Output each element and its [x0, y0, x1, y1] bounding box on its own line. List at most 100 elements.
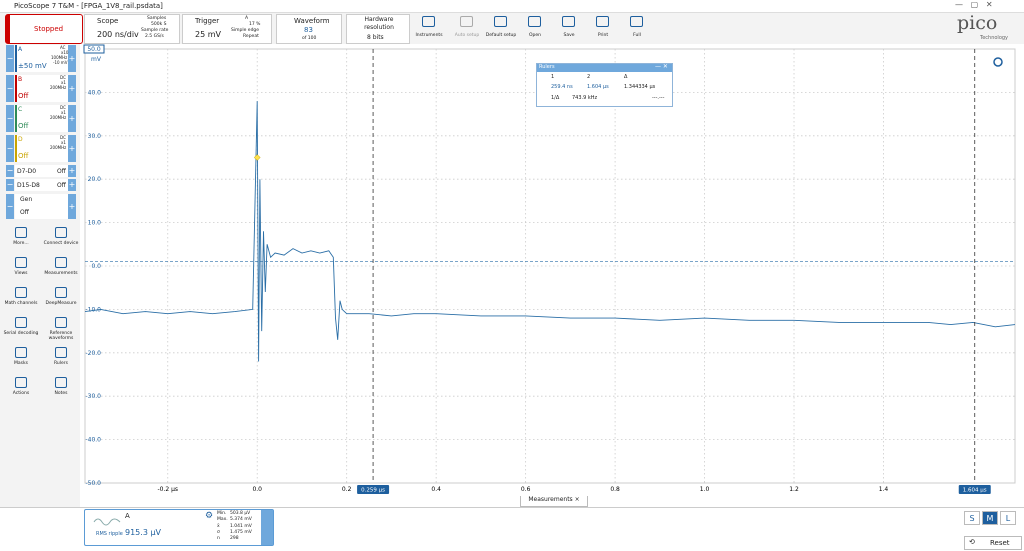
channel-probe: x1 [61, 140, 66, 145]
plus-button[interactable]: + [68, 194, 76, 219]
toolbar-button[interactable]: Full [633, 33, 641, 38]
tool-icon [55, 377, 67, 388]
side-panel: − + A ±50 mV AC x10 100MHz -10 mV − + B Off DC x1 200M… [0, 44, 80, 550]
channel-range: ±50 mV [18, 62, 47, 70]
toolbar-button[interactable]: Default setup [485, 33, 517, 38]
tool-icon [55, 287, 67, 298]
tool-button[interactable]: Rulers [54, 361, 68, 366]
scope-panel[interactable]: Scope 200 ns/div Samples 500k S Sample r… [84, 14, 180, 44]
settings-icon[interactable]: ⚙ [205, 511, 214, 521]
stat-value: 503.8 µV [230, 511, 251, 516]
tool-button[interactable]: Connect device [43, 241, 79, 246]
generator-card[interactable] [15, 194, 68, 219]
y-tick-label: -20.0 [85, 350, 101, 357]
reset-button[interactable]: ⟲ Reset [964, 536, 1022, 550]
waveform-of: of 100 [302, 36, 317, 41]
y-tick-label: -40.0 [85, 437, 101, 444]
size-button[interactable]: S [964, 511, 980, 525]
stat-label: n [217, 536, 220, 542]
x-tick-label: 0.6 [521, 486, 531, 493]
tool-button[interactable]: Measurements [44, 271, 78, 276]
minus-button[interactable]: − [6, 105, 14, 132]
channel-bandwidth: 200MHz [50, 85, 67, 90]
scope-label: Scope [97, 17, 119, 25]
channel-name: B [18, 76, 23, 83]
delete-button[interactable] [261, 510, 273, 545]
digital-name: D7-D0 [17, 168, 37, 175]
minus-button[interactable]: − [6, 179, 14, 191]
trigger-marker [253, 154, 261, 161]
tool-icon [55, 257, 67, 268]
rulers-col-header: 2 [587, 74, 591, 80]
tool-button[interactable]: Masks [14, 361, 28, 366]
rulers-cell: 259.4 ns [551, 84, 573, 90]
channel-coupling: DC [60, 75, 66, 80]
plus-button[interactable]: + [68, 75, 76, 102]
toolbar-icon [528, 16, 541, 27]
rulers-table: 1 2 Δ 259.4 ns 1.604 µs 1.344334 µs 1/Δ 743.9 k… [537, 73, 672, 106]
minus-button[interactable]: − [6, 45, 14, 72]
plus-button[interactable]: + [68, 179, 76, 191]
channel-card[interactable] [15, 135, 70, 162]
waveform-panel[interactable]: Waveform 83 of 100 [276, 14, 342, 44]
run-button[interactable]: Stopped [5, 14, 83, 44]
digital-card[interactable] [15, 165, 68, 177]
x-tick-label: 0.8 [610, 486, 620, 493]
toolbar-button[interactable]: Open [528, 33, 542, 38]
channel-offset: -10 mV [53, 60, 68, 65]
panel-controls[interactable]: — ✕ [655, 63, 668, 70]
tool-button[interactable]: Reference waveforms [48, 331, 74, 341]
window-controls[interactable]: — ▢ ✕ [955, 0, 993, 9]
minus-button[interactable]: − [6, 75, 14, 102]
x-tick-label: 1.4 [879, 486, 889, 493]
toolbar-button[interactable]: Print [597, 33, 609, 38]
stat-value: 298 [230, 536, 239, 542]
y-unit: mV [91, 56, 102, 63]
channel-card[interactable] [15, 45, 70, 72]
measurement-name: RMS ripple [96, 531, 123, 537]
plus-button[interactable]: + [68, 45, 76, 72]
plus-button[interactable]: + [68, 105, 76, 132]
tool-button[interactable]: More... [13, 241, 29, 246]
plus-button[interactable]: + [68, 135, 76, 162]
y-tick-label: 40.0 [88, 89, 102, 96]
minus-button[interactable]: − [6, 135, 14, 162]
x-tick-label: 0.2 [342, 486, 352, 493]
measurements-tab[interactable]: Measurements × [520, 496, 588, 507]
y-tick-label: 10.0 [88, 220, 102, 227]
waveform [84, 101, 1016, 362]
size-button[interactable]: L [1000, 511, 1016, 525]
scope-view: 50.040.030.020.010.00.0-10.0-20.0-30.0-4… [83, 44, 1016, 494]
trigger-panel[interactable]: Trigger 25 mV A 17 % Simple edge Repeat [182, 14, 272, 44]
tool-button[interactable]: Views [14, 271, 28, 276]
channel-bandwidth: 100MHz [51, 55, 68, 60]
trigger-source: A [245, 16, 249, 21]
tool-button[interactable]: Math channels [4, 301, 38, 306]
samples: 500k S [151, 22, 167, 27]
toolbar-icon [630, 16, 643, 27]
stat-label: x̄ [217, 523, 220, 529]
x-tick-label: 0.0 [252, 486, 262, 493]
tool-button[interactable]: DeepMeasure [45, 301, 77, 306]
toolbar-button[interactable]: Save [563, 33, 575, 38]
tool-button[interactable]: Notes [54, 391, 68, 396]
waveform-number: 83 [304, 26, 313, 34]
measurement-card[interactable]: A RMS ripple 915.3 µV ⚙ Min. 503.8 µV Max.… [84, 509, 274, 546]
resolution-panel[interactable]: Hardware resolution 8 bits [346, 14, 410, 44]
digital-card[interactable] [15, 179, 68, 191]
toolbar-button[interactable]: Instruments [415, 33, 443, 38]
trigger-mode: Repeat [243, 34, 259, 39]
channel-card[interactable] [15, 105, 70, 132]
tool-icon [15, 347, 27, 358]
tool-button[interactable]: Actions [12, 391, 30, 396]
tool-button[interactable]: Serial decoding [3, 331, 39, 336]
window-title: PicoScope 7 T&M - [FPGA_1V8_rail.psdata] [14, 2, 163, 10]
ruler-label-box [958, 485, 991, 494]
minus-button[interactable]: − [6, 194, 14, 219]
size-button[interactable]: M [982, 511, 998, 525]
minus-button[interactable]: − [6, 165, 14, 177]
channel-card[interactable] [15, 75, 70, 102]
toolbar-button[interactable]: Auto setup [454, 33, 480, 38]
plus-button[interactable]: + [68, 165, 76, 177]
